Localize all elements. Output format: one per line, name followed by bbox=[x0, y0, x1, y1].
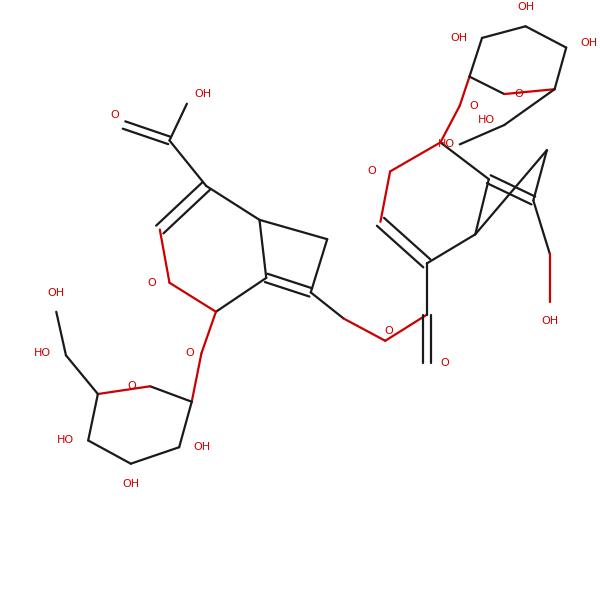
Text: OH: OH bbox=[541, 316, 559, 326]
Text: O: O bbox=[385, 326, 394, 336]
Text: O: O bbox=[514, 89, 523, 99]
Text: OH: OH bbox=[48, 288, 65, 298]
Text: HO: HO bbox=[478, 115, 494, 125]
Text: O: O bbox=[128, 381, 137, 391]
Text: OH: OH bbox=[517, 2, 534, 12]
Text: O: O bbox=[110, 110, 119, 120]
Text: O: O bbox=[469, 101, 478, 110]
Text: O: O bbox=[440, 358, 449, 368]
Text: O: O bbox=[368, 166, 377, 176]
Text: OH: OH bbox=[581, 38, 598, 48]
Text: OH: OH bbox=[122, 479, 139, 489]
Text: OH: OH bbox=[194, 89, 212, 99]
Text: OH: OH bbox=[451, 33, 467, 43]
Text: HO: HO bbox=[34, 349, 52, 358]
Text: OH: OH bbox=[194, 442, 211, 452]
Text: O: O bbox=[147, 278, 156, 288]
Text: HO: HO bbox=[438, 139, 455, 149]
Text: HO: HO bbox=[56, 436, 74, 445]
Text: O: O bbox=[185, 349, 194, 358]
